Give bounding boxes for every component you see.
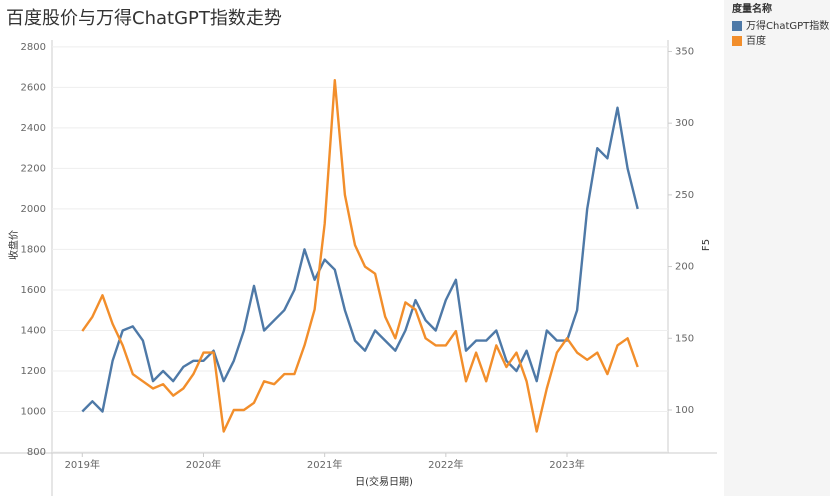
legend-panel [724, 0, 830, 496]
y-tick-label: 2200 [21, 163, 46, 174]
x-tick-label: 2022年 [428, 458, 463, 471]
plot-area [52, 46, 668, 453]
y-tick-label: 1600 [21, 285, 46, 296]
x-tick-label: 2023年 [549, 458, 584, 471]
y-tick-label: 2000 [21, 204, 46, 215]
chart-title: 百度股价与万得ChatGPT指数走势 [6, 8, 282, 29]
y-tick-label: 2600 [21, 82, 46, 93]
x-tick-label: 2021年 [307, 458, 342, 471]
y-tick-label: 1400 [21, 325, 46, 336]
line-series [81, 106, 639, 413]
y2-tick-label: 150 [675, 333, 694, 344]
y2-tick-label: 350 [675, 46, 694, 57]
legend-swatch [732, 36, 742, 46]
y-tick-label: 2400 [21, 123, 46, 134]
legend-title: 度量名称 [732, 2, 772, 15]
line-series [81, 79, 639, 433]
y-tick-label: 800 [27, 447, 46, 458]
legend-swatch [732, 21, 742, 31]
y-tick-label: 2800 [21, 42, 46, 53]
y-tick-label: 1200 [21, 366, 46, 377]
x-tick-label: 2019年 [65, 458, 100, 471]
y-tick-label: 1000 [21, 406, 46, 417]
y2-tick-label: 100 [675, 405, 694, 416]
x-tick-label: 2020年 [186, 458, 221, 471]
y2-tick-label: 250 [675, 190, 694, 201]
legend-label: 百度 [746, 34, 766, 47]
x-axis-title: 日(交易日期) [355, 475, 413, 488]
y2-tick-label: 300 [675, 118, 694, 129]
y2-axis-title: F5 [701, 239, 712, 251]
y-axis-title: 收盘价 [7, 230, 20, 260]
legend-label: 万得ChatGPT指数 [746, 19, 829, 32]
y-tick-label: 1800 [21, 244, 46, 255]
y2-tick-label: 200 [675, 262, 694, 273]
